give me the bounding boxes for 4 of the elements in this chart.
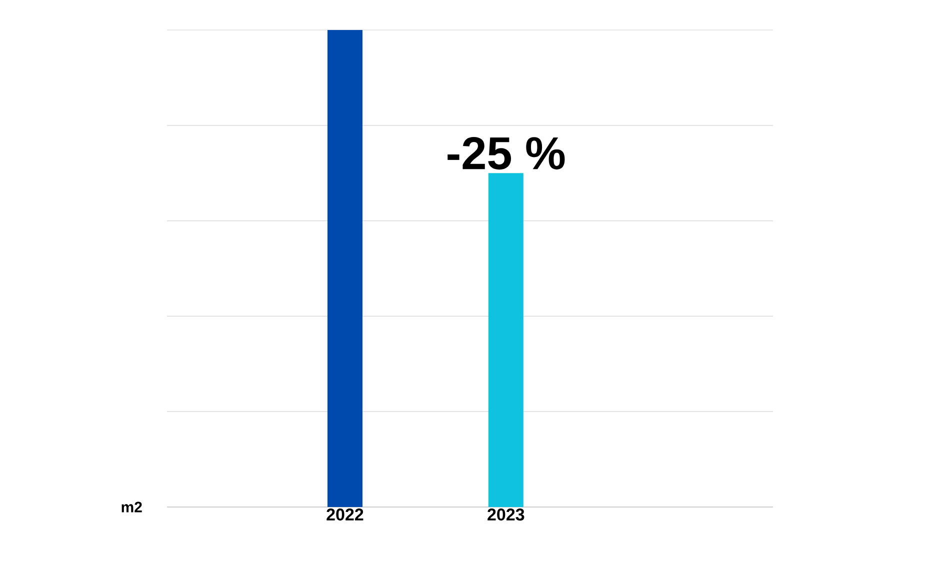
- annotation: -25 %: [448, 136, 565, 170]
- x-tick-label: 2023: [488, 508, 524, 521]
- x-tick-label: 2022: [326, 508, 364, 521]
- text: m2: [122, 502, 142, 512]
